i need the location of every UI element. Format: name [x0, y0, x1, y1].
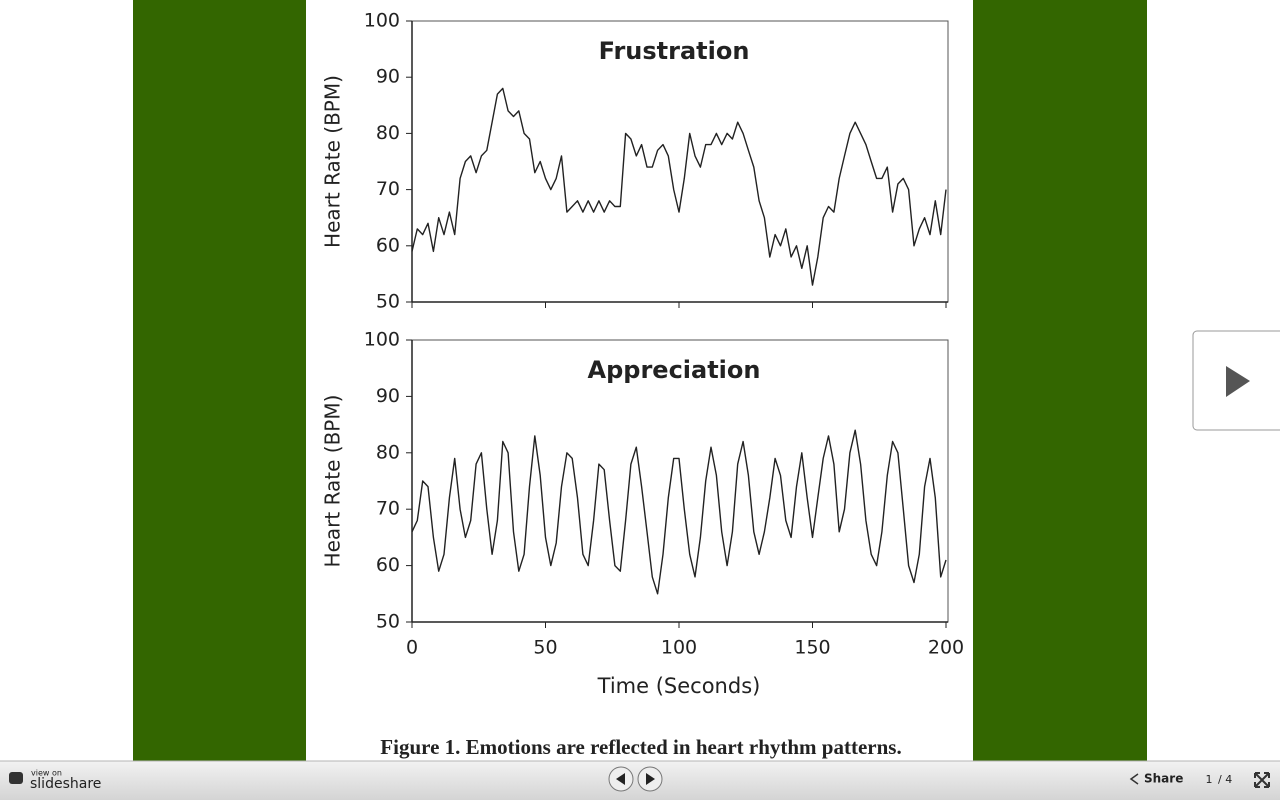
line	[411, 87, 947, 286]
share-icon[interactable]	[1129, 773, 1139, 785]
y-tick-label: 60	[376, 554, 400, 576]
chart-title: Appreciation	[588, 356, 761, 384]
line	[411, 429, 947, 595]
next-slide-arrow[interactable]	[1226, 366, 1250, 397]
y-tick-label: 50	[376, 291, 400, 313]
x-tick-label: 50	[533, 637, 557, 659]
y-tick-label: 100	[364, 329, 400, 351]
y-axis-label: Heart Rate (BPM)	[321, 75, 345, 248]
prev-arrow[interactable]	[616, 773, 625, 785]
chart-title: Frustration	[599, 37, 750, 65]
y-tick-label: 70	[376, 498, 400, 520]
plot-frame	[411, 20, 949, 303]
logo-icon[interactable]	[9, 772, 23, 784]
y-tick-label: 70	[376, 178, 400, 200]
plot-frame	[411, 339, 949, 623]
y-tick-label: 80	[376, 441, 400, 463]
prev-button[interactable]	[608, 766, 634, 792]
page-total: / 4	[1218, 773, 1232, 786]
y-tick-label: 80	[376, 122, 400, 144]
x-axis-label: Time (Seconds)	[597, 674, 761, 698]
next-button[interactable]	[637, 766, 663, 792]
y-tick-label: 90	[376, 66, 400, 88]
y-tick-label: 50	[376, 611, 400, 633]
next-arrow[interactable]	[646, 773, 655, 785]
next-slide-button[interactable]	[1192, 330, 1280, 431]
page-number: 1	[1206, 773, 1213, 786]
x-tick-label: 100	[661, 637, 697, 659]
share-button[interactable]: Share	[1129, 772, 1183, 786]
x-tick-label: 150	[794, 637, 830, 659]
fullscreen-button[interactable]	[1254, 772, 1270, 788]
caption: Figure 1. Emotions are reflected in hear…	[380, 735, 901, 759]
x-tick-label: 200	[928, 637, 964, 659]
y-tick-label: 100	[364, 10, 400, 32]
y-tick-label: 60	[376, 234, 400, 256]
share-label[interactable]: Share	[1144, 772, 1183, 786]
x-tick-label: 0	[406, 637, 418, 659]
logo[interactable]: view on slideshare	[9, 769, 101, 793]
view-on[interactable]: view on	[31, 769, 62, 778]
brand[interactable]: slideshare	[30, 776, 101, 792]
y-tick-label: 90	[376, 385, 400, 407]
y-axis-label: Heart Rate (BPM)	[321, 395, 345, 568]
